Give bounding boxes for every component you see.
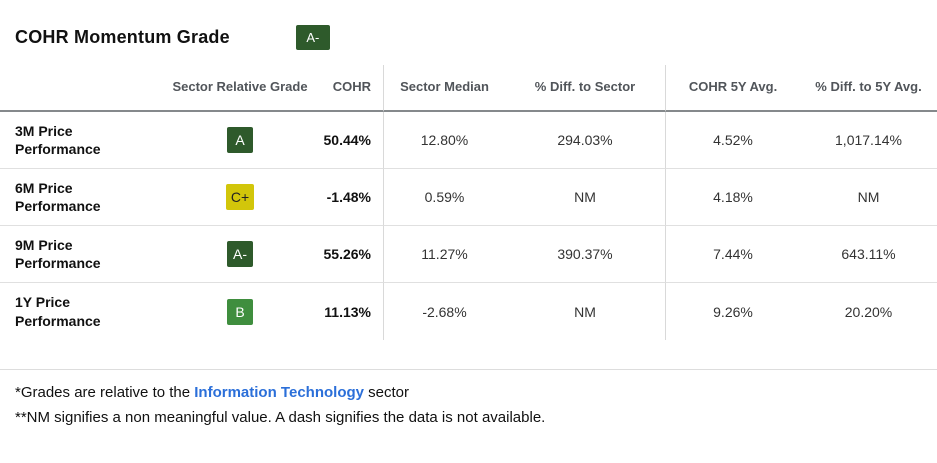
overall-grade-badge: A- [295, 24, 330, 50]
diff-to-5y-avg-value-3m: 1,017.14% [800, 112, 937, 169]
cohr-cell: -1.48% [310, 169, 383, 226]
cohr-value-3m: 50.44% [323, 132, 371, 148]
metric-label-3m: 3M Price Performance [15, 122, 101, 157]
table-row-label: 1Y Price Performance [0, 283, 170, 340]
cohr-5y-avg-value-9m: 7.44% [665, 226, 800, 283]
metric-label-1y: 1Y Price Performance [15, 294, 101, 329]
cohr-5y-avg-value-3m: 4.52% [665, 112, 800, 169]
grade-badge-6m: C+ [225, 184, 255, 210]
momentum-grade-table: Sector Relative Grade COHR Sector Median… [0, 65, 937, 340]
footnotes: *Grades are relative to the Information … [15, 380, 937, 430]
grade-cell: A- [170, 226, 310, 283]
grade-cell: B [170, 283, 310, 340]
cohr-cell: 50.44% [310, 112, 383, 169]
sector-median-value-3m: 12.80% [383, 112, 505, 169]
page-header: COHR Momentum Grade A- [15, 24, 937, 50]
diff-to-sector-value-6m: NM [505, 169, 665, 226]
footnote-1-suffix: sector [363, 384, 409, 401]
cohr-value-1y: 11.13% [324, 303, 371, 320]
sector-median-value-9m: 11.27% [383, 226, 505, 283]
cohr-cell: 11.13% [310, 283, 383, 340]
col-header-diff-to-5y-avg: % Diff. to 5Y Avg. [800, 65, 937, 112]
grade-cell: C+ [170, 169, 310, 226]
table-row-label: 9M Price Performance [0, 226, 170, 283]
cohr-value-6m: -1.48% [326, 189, 371, 205]
col-header-sector-median: Sector Median [383, 65, 505, 112]
diff-to-5y-avg-value-1y: 20.20% [844, 303, 893, 320]
sector-link[interactable]: Information Technology [194, 384, 364, 401]
grade-badge-1y: B [227, 298, 253, 325]
col-header-diff-to-sector: % Diff. to Sector [505, 65, 665, 112]
grade-badge-3m: A [227, 127, 253, 153]
cohr-5y-avg-value-6m: 4.18% [665, 169, 800, 226]
footnote-1-prefix: *Grades are relative to the [15, 384, 195, 401]
col-header-cohr-5y-avg: COHR 5Y Avg. [665, 65, 800, 112]
cohr-value-9m: 55.26% [323, 246, 371, 262]
col-header-sector-relative-grade: Sector Relative Grade [170, 65, 310, 112]
footnote-divider [0, 369, 937, 370]
col-header-metric [0, 65, 170, 112]
footnote-grades-relative: *Grades are relative to the Information … [15, 380, 937, 405]
metric-label-9m: 9M Price Performance [15, 236, 101, 271]
diff-to-5y-avg-value-6m: NM [800, 169, 937, 226]
diff-to-sector-value-3m: 294.03% [505, 112, 665, 169]
grade-badge-9m: A- [227, 241, 253, 267]
page-title: COHR Momentum Grade [15, 26, 230, 47]
metric-label-6m: 6M Price Performance [15, 179, 101, 214]
cohr-cell: 55.26% [310, 226, 383, 283]
cohr-5y-avg-value-1y: 9.26% [665, 283, 800, 340]
diff-to-sector-value-9m: 390.37% [505, 226, 665, 283]
diff-to-sector-value-1y: NM [574, 303, 596, 320]
diff-to-5y-avg-value-9m: 643.11% [800, 226, 937, 283]
table-row-label: 3M Price Performance [0, 112, 170, 169]
sector-median-value-1y: -2.68% [383, 283, 505, 340]
col-header-cohr: COHR [310, 65, 383, 112]
grade-cell: A [170, 112, 310, 169]
table-row-label: 6M Price Performance [0, 169, 170, 226]
footnote-nm-definition: **NM signifies a non meaningful value. A… [15, 409, 546, 426]
sector-median-value-6m: 0.59% [383, 169, 505, 226]
